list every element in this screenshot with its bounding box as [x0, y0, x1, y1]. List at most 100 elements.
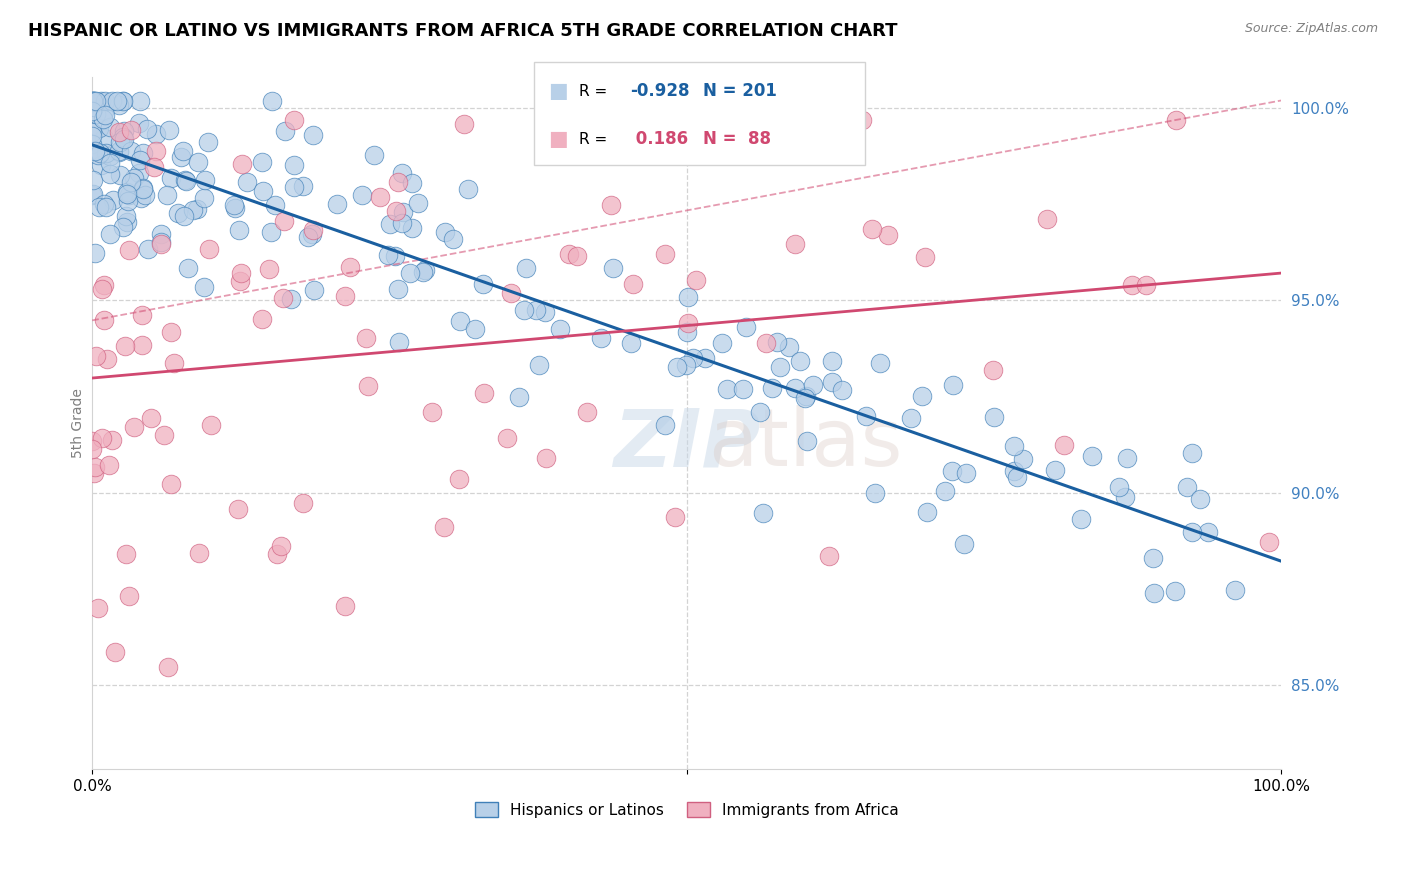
Point — [796, 434, 818, 448]
Point — [515, 260, 537, 275]
Point — [188, 547, 211, 561]
Point — [665, 360, 688, 375]
Point — [82, 136, 104, 151]
Point — [339, 260, 361, 274]
Point — [508, 390, 530, 404]
Point — [900, 411, 922, 425]
Legend: Hispanics or Latinos, Immigrants from Africa: Hispanics or Latinos, Immigrants from Af… — [468, 796, 904, 824]
Point — [711, 336, 734, 351]
Point — [1052, 438, 1074, 452]
Point — [93, 277, 115, 292]
Point — [1108, 480, 1130, 494]
Point — [83, 100, 105, 114]
Point — [174, 173, 197, 187]
Point — [664, 509, 686, 524]
Point — [1121, 278, 1143, 293]
Point — [1002, 464, 1025, 478]
Point — [941, 464, 963, 478]
Point — [350, 188, 373, 202]
Point — [115, 186, 138, 201]
Point — [134, 187, 156, 202]
Point — [917, 505, 939, 519]
Point — [181, 203, 204, 218]
Point — [90, 158, 112, 172]
Point — [145, 145, 167, 159]
Point — [177, 260, 200, 275]
Point — [231, 157, 253, 171]
Point — [457, 181, 479, 195]
Point — [384, 249, 406, 263]
Point — [157, 659, 180, 673]
Point — [333, 289, 356, 303]
Point — [94, 94, 117, 108]
Point — [1135, 277, 1157, 292]
Point — [149, 237, 172, 252]
Point — [654, 417, 676, 432]
Point — [735, 319, 758, 334]
Point — [748, 404, 770, 418]
Point — [818, 549, 841, 563]
Point — [380, 217, 402, 231]
Point — [576, 405, 599, 419]
Point — [260, 225, 283, 239]
Point — [1043, 463, 1066, 477]
Point — [87, 600, 110, 615]
Point — [93, 312, 115, 326]
Point — [731, 383, 754, 397]
Point — [357, 379, 380, 393]
Point — [1081, 449, 1104, 463]
Point — [682, 351, 704, 366]
Point — [620, 335, 643, 350]
Point — [131, 309, 153, 323]
Point — [855, 409, 877, 423]
Point — [128, 116, 150, 130]
Point — [496, 431, 519, 445]
Point — [131, 338, 153, 352]
Point — [1035, 211, 1057, 226]
Point — [107, 125, 129, 139]
Point — [264, 198, 287, 212]
Point — [388, 335, 411, 350]
Point — [250, 312, 273, 326]
Point — [122, 420, 145, 434]
Point — [90, 431, 112, 445]
Point — [112, 124, 135, 138]
Point — [752, 506, 775, 520]
Point — [869, 356, 891, 370]
Point — [391, 216, 413, 230]
Point — [187, 155, 209, 169]
Point — [107, 145, 129, 159]
Point — [98, 227, 121, 241]
Point — [84, 106, 107, 120]
Point — [228, 223, 250, 237]
Point — [558, 246, 581, 260]
Point — [399, 266, 422, 280]
Text: 0.186: 0.186 — [630, 130, 688, 148]
Point — [104, 645, 127, 659]
Point — [145, 127, 167, 141]
Point — [84, 94, 107, 108]
Point — [301, 227, 323, 242]
Point — [98, 167, 121, 181]
Point — [512, 302, 534, 317]
Point — [82, 103, 104, 118]
Point — [101, 94, 124, 108]
Point — [94, 200, 117, 214]
Point — [527, 358, 550, 372]
Point — [82, 125, 104, 139]
Point — [117, 185, 139, 199]
Point — [83, 95, 105, 110]
Point — [1181, 524, 1204, 539]
Point — [91, 112, 114, 126]
Point — [685, 273, 707, 287]
Point — [803, 377, 825, 392]
Point — [934, 483, 956, 498]
Point — [98, 149, 121, 163]
Point — [163, 355, 186, 369]
Point — [82, 94, 104, 108]
Point — [129, 191, 152, 205]
Point — [789, 354, 811, 368]
Point — [796, 389, 818, 403]
Text: HISPANIC OR LATINO VS IMMIGRANTS FROM AFRICA 5TH GRADE CORRELATION CHART: HISPANIC OR LATINO VS IMMIGRANTS FROM AF… — [28, 22, 897, 40]
Point — [135, 121, 157, 136]
